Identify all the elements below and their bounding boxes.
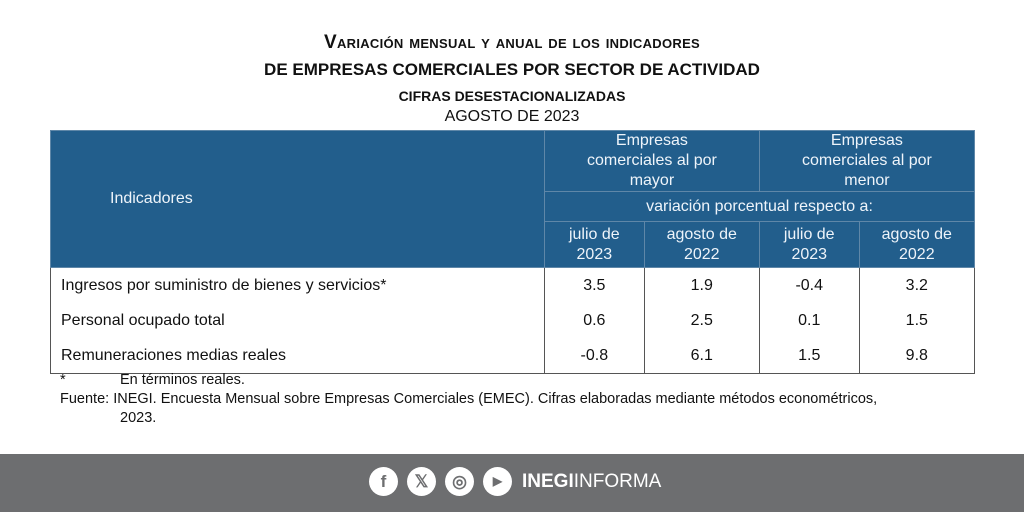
header-menor: Empresas comerciales al por menor bbox=[758, 130, 976, 192]
title-line-4: AGOSTO DE 2023 bbox=[444, 108, 580, 125]
cell: 6.1 bbox=[643, 338, 760, 374]
cell: 2.5 bbox=[643, 303, 760, 338]
note-asterisk: * En términos reales. bbox=[60, 372, 245, 388]
cell: 1.5 bbox=[858, 303, 975, 338]
table-row: Personal ocupado total 0.6 2.5 0.1 1.5 bbox=[51, 303, 975, 338]
header-indicadores: Indicadores bbox=[50, 130, 545, 268]
title-line-1: Variación mensual y anual de los indicad… bbox=[323, 32, 701, 53]
row-label: Remuneraciones medias reales bbox=[61, 346, 286, 364]
facebook-icon[interactable]: f bbox=[369, 467, 398, 496]
header-variacion: variación porcentual respecto a: bbox=[544, 191, 975, 222]
col-header: agosto de 2022 bbox=[858, 221, 976, 268]
indicators-table: Indicadores Empresas comerciales al por … bbox=[50, 130, 976, 374]
cell: -0.8 bbox=[544, 338, 645, 374]
title-line-3: CIFRAS DESESTACIONALIZADAS bbox=[398, 88, 626, 104]
col-header: agosto de 2022 bbox=[643, 221, 760, 268]
youtube-icon[interactable]: ▶ bbox=[483, 467, 512, 496]
x-icon[interactable]: 𝕏 bbox=[407, 467, 436, 496]
col-header: julio de 2023 bbox=[758, 221, 860, 268]
cell: 1.9 bbox=[643, 267, 760, 303]
instagram-icon[interactable]: ◎ bbox=[445, 467, 474, 496]
cell: 0.6 bbox=[544, 303, 645, 338]
table-row: Ingresos por suministro de bienes y serv… bbox=[51, 267, 975, 303]
footer-band bbox=[0, 454, 1024, 512]
cell: 3.5 bbox=[544, 267, 645, 303]
cell: 9.8 bbox=[858, 338, 975, 374]
table-row: Remuneraciones medias reales -0.8 6.1 1.5 9.… bbox=[51, 338, 975, 374]
row-label: Personal ocupado total bbox=[61, 311, 225, 329]
header-mayor: Empresas comerciales al por mayor bbox=[544, 130, 760, 192]
title-line-2: DE EMPRESAS COMERCIALES POR SECTOR DE AC… bbox=[264, 60, 760, 79]
cell: -0.4 bbox=[758, 267, 860, 303]
col-header: julio de 2023 bbox=[544, 221, 645, 268]
cell: 0.1 bbox=[758, 303, 860, 338]
row-label: Ingresos por suministro de bienes y serv… bbox=[61, 276, 387, 294]
cell: 3.2 bbox=[858, 267, 975, 303]
note-source: Fuente: INEGI. Encuesta Mensual sobre Em… bbox=[60, 391, 878, 426]
brand-logo: INEGIINFORMA bbox=[522, 471, 662, 492]
cell: 1.5 bbox=[758, 338, 860, 374]
